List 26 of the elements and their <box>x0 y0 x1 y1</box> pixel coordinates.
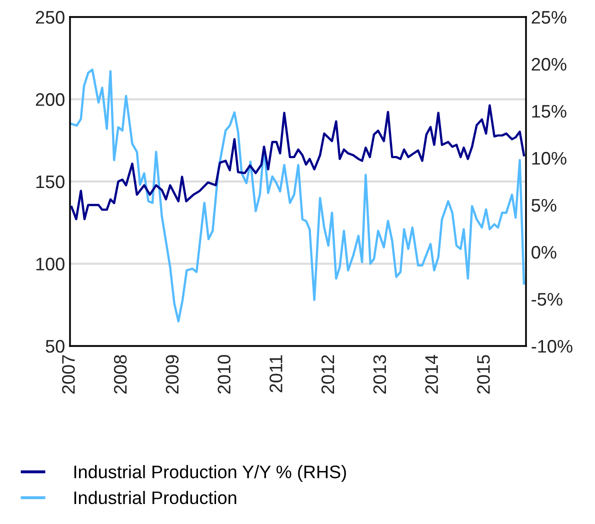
y2-tick-label: 20% <box>532 58 566 71</box>
x-tick-label: 2010 <box>218 355 230 394</box>
y-tick-label: 50 <box>46 340 64 353</box>
y2-tick-label: -5% <box>532 293 562 306</box>
line-series <box>70 68 526 322</box>
line-series <box>70 104 526 220</box>
x-tick-label: 2009 <box>166 355 179 394</box>
y-tick-label: 100 <box>36 258 64 270</box>
x-tick-label: 2015 <box>477 355 490 394</box>
x-tick-label: 2011 <box>270 355 282 392</box>
y-tick-label: 250 <box>36 10 64 24</box>
y2-tick-label: 15% <box>532 105 566 118</box>
y-tick-label: 150 <box>36 175 64 188</box>
legend-label: Industrial Production Y/Y % (RHS) <box>74 465 346 482</box>
x-tick-label: 2007 <box>62 355 75 394</box>
y2-tick-label: 0% <box>532 246 556 259</box>
y2-tick-label: 5% <box>532 199 556 212</box>
y2-tick-label: 25% <box>532 10 566 24</box>
legend-label: Industrial Production <box>74 490 236 504</box>
x-tick-label: 2012 <box>321 355 334 394</box>
x-tick-label: 2008 <box>114 355 127 394</box>
y-tick-label: 200 <box>36 93 64 106</box>
y2-tick-label: -10% <box>532 340 572 353</box>
y2-tick-label: 10% <box>532 152 566 165</box>
x-tick-label: 2014 <box>425 354 438 394</box>
x-tick-label: 2013 <box>373 355 386 394</box>
